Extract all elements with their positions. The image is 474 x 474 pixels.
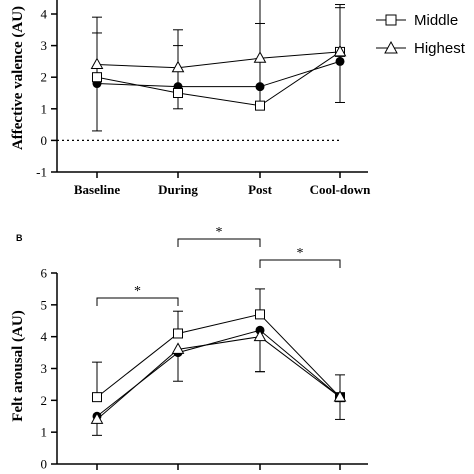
panel-b-y-axis-label: Felt arousal (AU) bbox=[10, 310, 26, 421]
legend-highest-label: Highest bbox=[414, 40, 466, 57]
panel-a-series-line bbox=[97, 61, 340, 86]
panel-b-y-tick-label: 4 bbox=[41, 329, 48, 344]
panel-b-point-square bbox=[256, 310, 265, 319]
panel-a-series-line bbox=[97, 52, 340, 106]
panel-b-y-tick-label: 6 bbox=[41, 266, 48, 281]
panel-b-significance-label: * bbox=[297, 246, 304, 261]
legend: Middle Highest bbox=[376, 12, 466, 57]
panel-b-series-line bbox=[97, 337, 340, 420]
panel-b-point-square bbox=[93, 393, 102, 402]
legend-middle-label: Middle bbox=[414, 12, 458, 29]
panel-b-significance-label: * bbox=[134, 284, 141, 299]
panel-b-significance-bracket bbox=[97, 298, 178, 306]
panel-a-y-tick-label: 1 bbox=[41, 101, 48, 116]
panel-b-y-tick-label: 1 bbox=[41, 425, 48, 440]
panel-a-y-tick-label: 2 bbox=[41, 70, 48, 85]
panel-b-series-line bbox=[97, 314, 340, 397]
panel-b-point-square bbox=[174, 329, 183, 338]
panel-a-x-tick-label: Post bbox=[248, 182, 273, 197]
panel-b: B Felt arousal (AU) 0 1 2 3 4 5 6 * * * bbox=[10, 225, 368, 472]
panel-a-point-square bbox=[256, 101, 265, 110]
panel-a-x-tick-label: Baseline bbox=[74, 182, 120, 197]
panel-b-label: B bbox=[16, 233, 23, 243]
panel-a-y-axis-label: Affective valence (AU) bbox=[10, 6, 26, 150]
panel-a-y-tick-label: 4 bbox=[41, 7, 48, 22]
panel-b-y-tick-label: 2 bbox=[41, 393, 48, 408]
panel-a-point-triangle bbox=[255, 52, 266, 62]
panel-b-y-tick-label: 0 bbox=[41, 457, 48, 472]
panel-a-y-tick-label: 3 bbox=[41, 38, 48, 53]
panel-a-point-circle bbox=[336, 57, 345, 66]
panel-a-point-square bbox=[174, 89, 183, 98]
panel-b-significance-bracket bbox=[178, 239, 260, 247]
panel-a-x-tick-label: During bbox=[158, 182, 198, 197]
panel-a-point-square bbox=[93, 73, 102, 82]
panel-a: Affective valence (AU) -1 0 1 2 3 4 Baseline Du… bbox=[10, 0, 371, 197]
panel-a-x-tick-label: Cool-down bbox=[310, 182, 371, 197]
panel-b-significance-bracket bbox=[260, 260, 340, 268]
panel-a-point-triangle bbox=[92, 59, 103, 69]
panel-b-significance-label: * bbox=[216, 225, 223, 240]
panel-a-y-tick-label: 0 bbox=[41, 133, 48, 148]
panel-a-y-tick-label: -1 bbox=[36, 165, 47, 180]
legend-middle-marker bbox=[386, 15, 396, 25]
panel-b-y-tick-label: 5 bbox=[41, 297, 48, 312]
panel-a-point-triangle bbox=[173, 62, 184, 72]
panel-a-point-circle bbox=[256, 82, 265, 91]
panel-a-series-line bbox=[97, 52, 340, 68]
panel-b-y-tick-label: 3 bbox=[41, 361, 48, 376]
